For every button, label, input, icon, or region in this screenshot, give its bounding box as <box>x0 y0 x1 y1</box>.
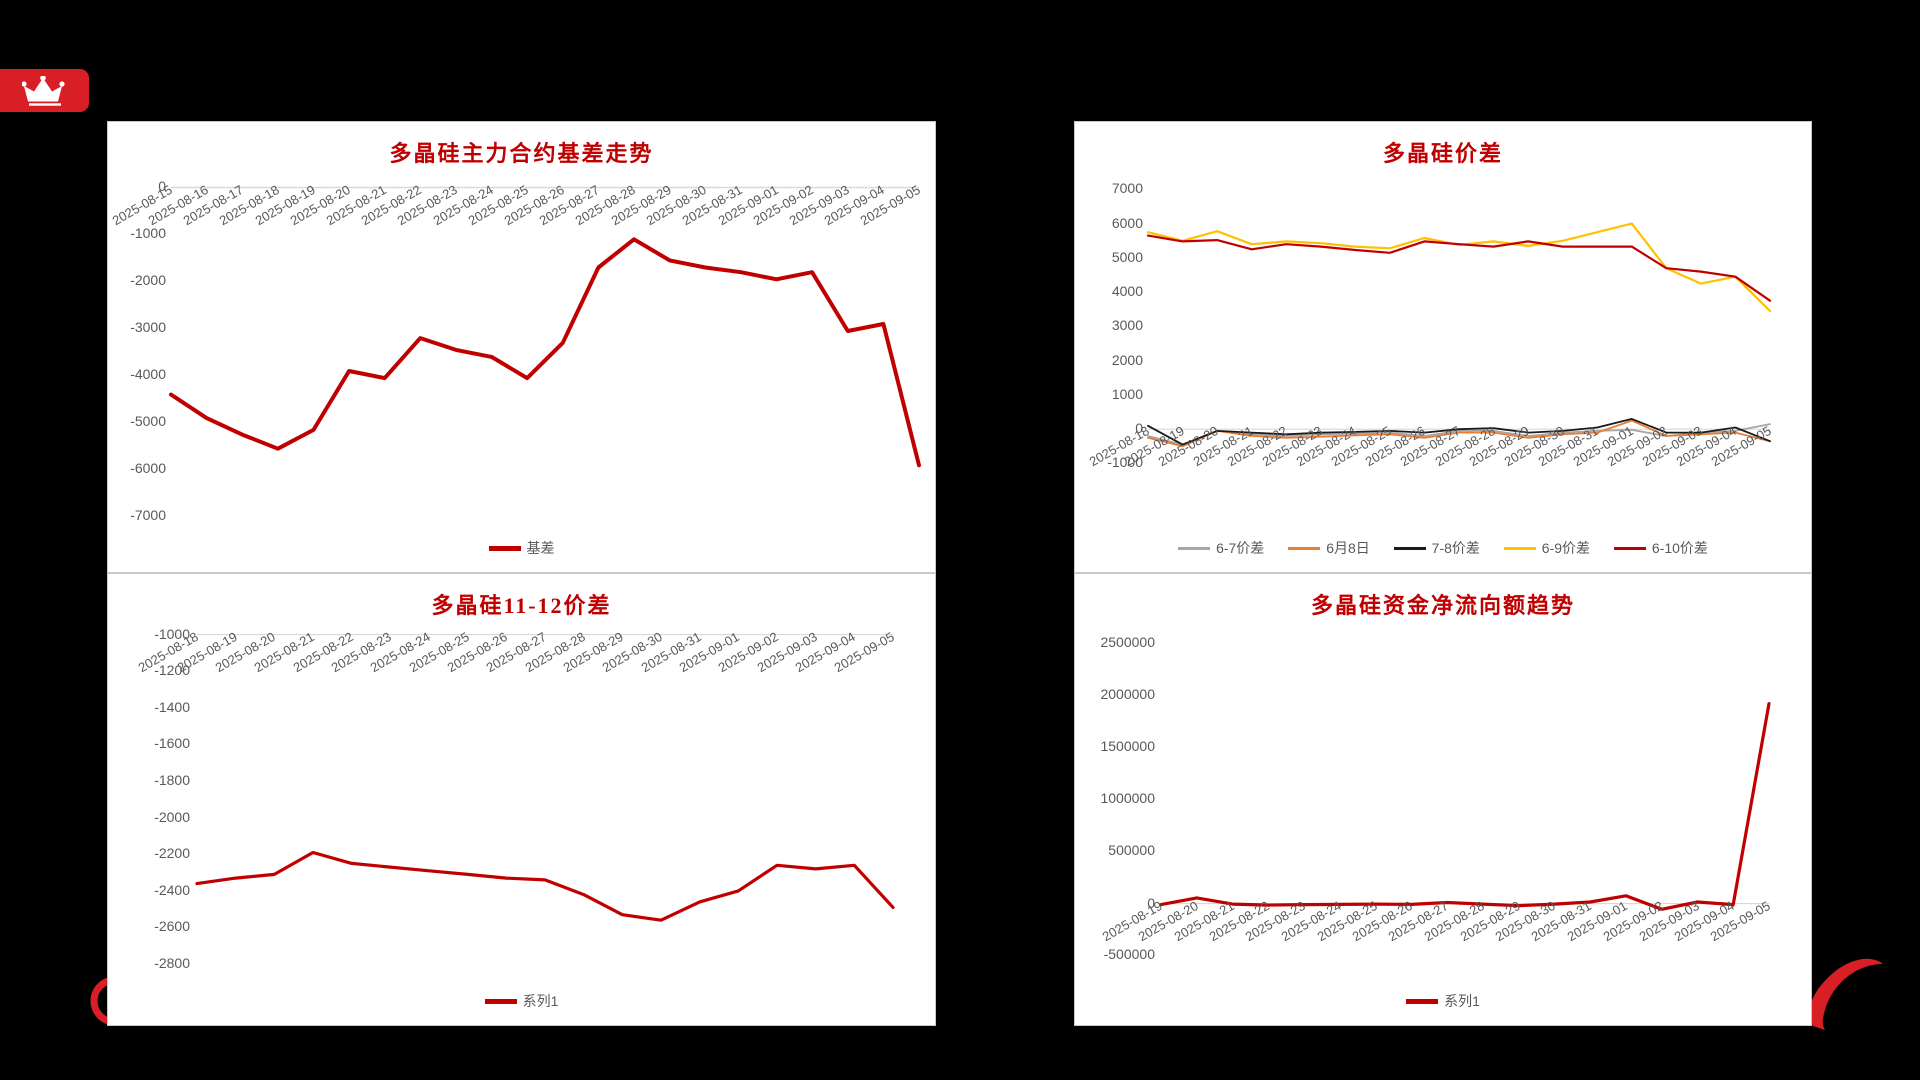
svg-text:7000: 7000 <box>1112 180 1143 196</box>
svg-text:-4000: -4000 <box>130 366 166 382</box>
svg-text:2000: 2000 <box>1112 352 1143 368</box>
svg-text:5000: 5000 <box>1112 249 1143 265</box>
svg-text:4000: 4000 <box>1112 283 1143 299</box>
svg-text:-2000: -2000 <box>130 272 166 288</box>
svg-text:-6000: -6000 <box>130 460 166 476</box>
svg-text:-2200: -2200 <box>154 845 190 861</box>
svg-text:6000: 6000 <box>1112 215 1143 231</box>
svg-text:-1800: -1800 <box>154 772 190 788</box>
svg-text:-7000: -7000 <box>130 507 166 523</box>
svg-text:3000: 3000 <box>1112 317 1143 333</box>
svg-text:-3000: -3000 <box>130 319 166 335</box>
svg-text:-2400: -2400 <box>154 882 190 898</box>
svg-text:1000000: 1000000 <box>1100 790 1155 806</box>
svg-text:-1600: -1600 <box>154 735 190 751</box>
svg-text:-1400: -1400 <box>154 699 190 715</box>
svg-text:2000000: 2000000 <box>1100 686 1155 702</box>
svg-text:-5000: -5000 <box>130 413 166 429</box>
svg-text:-2000: -2000 <box>154 809 190 825</box>
svg-text:1000: 1000 <box>1112 386 1143 402</box>
svg-text:-2800: -2800 <box>154 955 190 971</box>
svg-text:-2600: -2600 <box>154 918 190 934</box>
svg-text:2500000: 2500000 <box>1100 634 1155 650</box>
svg-text:1500000: 1500000 <box>1100 738 1155 754</box>
svg-text:500000: 500000 <box>1108 842 1155 858</box>
